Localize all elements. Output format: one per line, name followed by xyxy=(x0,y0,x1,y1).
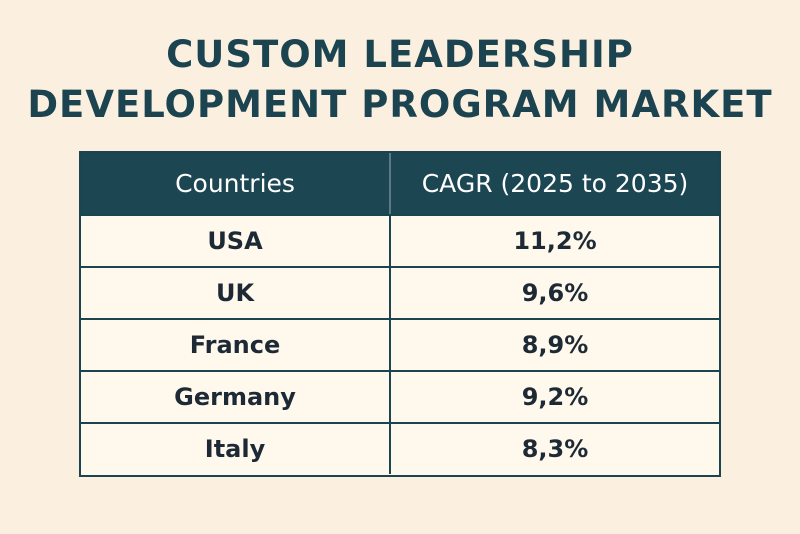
table-row: Italy 8,3% xyxy=(81,422,719,474)
cagr-cell: 9,2% xyxy=(521,383,589,411)
country-cell: Italy xyxy=(81,424,391,474)
table-header-row: Countries CAGR (2025 to 2035) xyxy=(81,153,719,214)
cagr-cell: 9,6% xyxy=(521,279,589,307)
title-line-2: DEVELOPMENT PROGRAM MARKET xyxy=(27,83,773,126)
table-row: UK 9,6% xyxy=(81,266,719,318)
data-table: Countries CAGR (2025 to 2035) USA 11,2% … xyxy=(79,151,721,477)
title-line-1: CUSTOM LEADERSHIP xyxy=(166,33,634,76)
table-row: USA 11,2% xyxy=(81,214,719,266)
table-row: France 8,9% xyxy=(81,318,719,370)
page-title: CUSTOM LEADERSHIP DEVELOPMENT PROGRAM MA… xyxy=(0,30,800,130)
country-cell: UK xyxy=(81,268,391,318)
cagr-cell: 8,3% xyxy=(521,435,589,463)
cagr-cell: 8,9% xyxy=(521,331,589,359)
country-cell: France xyxy=(81,320,391,370)
country-cell: Germany xyxy=(81,372,391,422)
header-cagr: CAGR (2025 to 2035) xyxy=(421,169,689,198)
header-countries: Countries xyxy=(81,153,391,214)
table-row: Germany 9,2% xyxy=(81,370,719,422)
country-cell: USA xyxy=(81,216,391,266)
cagr-cell: 11,2% xyxy=(513,227,597,255)
